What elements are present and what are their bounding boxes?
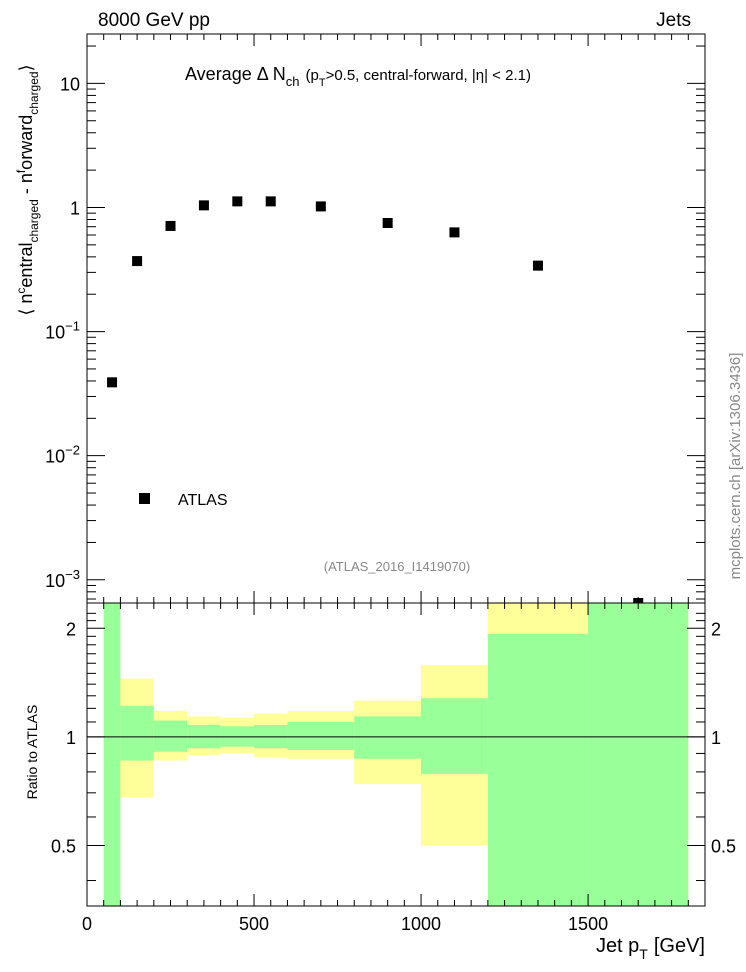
title-sub: ch	[286, 74, 300, 89]
data-point-9	[532, 260, 543, 271]
data-point-3	[198, 200, 209, 211]
legend-label-atlas: ATLAS	[178, 492, 228, 509]
ratio-y-tick-label-right: 0.5	[711, 837, 736, 857]
data-point-8	[449, 227, 460, 238]
ratio-y-tick-label: 1	[66, 728, 76, 748]
ratio-band-green-8	[421, 698, 488, 774]
x-tick-label: 1000	[401, 914, 441, 934]
title-extra: (p	[305, 67, 318, 84]
data-point-1	[132, 256, 143, 267]
analysis-watermark: (ATLAS_2016_I1419070)	[324, 559, 470, 574]
data-point-6	[315, 201, 326, 212]
x-tick-label: 1500	[568, 914, 608, 934]
legend-marker-atlas	[139, 493, 150, 504]
side-source-label: mcplots.cern.ch [arXiv:1306.3436]	[727, 353, 744, 580]
ratio-band-green-1	[120, 705, 154, 761]
energy-label: 8000 GeV pp	[98, 10, 210, 31]
main-panel: 10−3 10−2 10−1 1 10	[45, 33, 706, 608]
x-axis-label: Jet pT [GeV]	[596, 935, 705, 962]
ratio-band-green-10	[588, 603, 689, 906]
ratio-y-tick-label: 0.5	[51, 837, 76, 857]
main-y-tick-label: 10	[60, 74, 80, 94]
ratio-band-green-2	[153, 720, 188, 752]
main-y-tick-label: 10−2	[45, 443, 80, 467]
ratio-y-tick-label: 2	[66, 619, 76, 639]
main-y-tick-label: 10−3	[45, 567, 80, 591]
main-y-tick-label: 1	[70, 198, 80, 218]
ratio-band-green-0	[103, 603, 121, 906]
ratio-band-green-7	[354, 716, 422, 759]
data-point-0	[107, 377, 118, 388]
data-point-5	[265, 196, 276, 207]
main-frame	[86, 33, 706, 604]
title-extra-tail: >0.5, central-forward, |η| < 2.1)	[326, 67, 531, 84]
main-y-tick-label: 10−1	[45, 319, 80, 343]
ratio-panel: 0 500 1000 1500 0.5 0.5 1 1 2 2	[51, 602, 736, 934]
main-title: Average Δ Nch (pT>0.5, central-forward, |…	[185, 64, 531, 89]
ratio-y-tick-label-right: 1	[711, 728, 721, 748]
ratio-band-green-6	[287, 721, 355, 750]
x-tick-label: 500	[239, 914, 269, 934]
ratio-band-green-9	[487, 633, 589, 906]
ratio-y-label: Ratio to ATLAS	[24, 705, 40, 800]
ratio-y-tick-label-right: 2	[711, 619, 721, 639]
ratio-frame	[86, 602, 706, 907]
x-tick-label: 0	[82, 914, 92, 934]
data-point-4	[232, 196, 243, 207]
data-point-7	[382, 217, 393, 228]
title-extra-sub: T	[319, 77, 326, 89]
title-main: Average Δ N	[185, 64, 286, 84]
main-y-label: ⟨ ncentralcharged - nforwardcharged⟩	[14, 64, 41, 315]
process-label: Jets	[656, 10, 691, 31]
data-point-2	[165, 220, 176, 231]
